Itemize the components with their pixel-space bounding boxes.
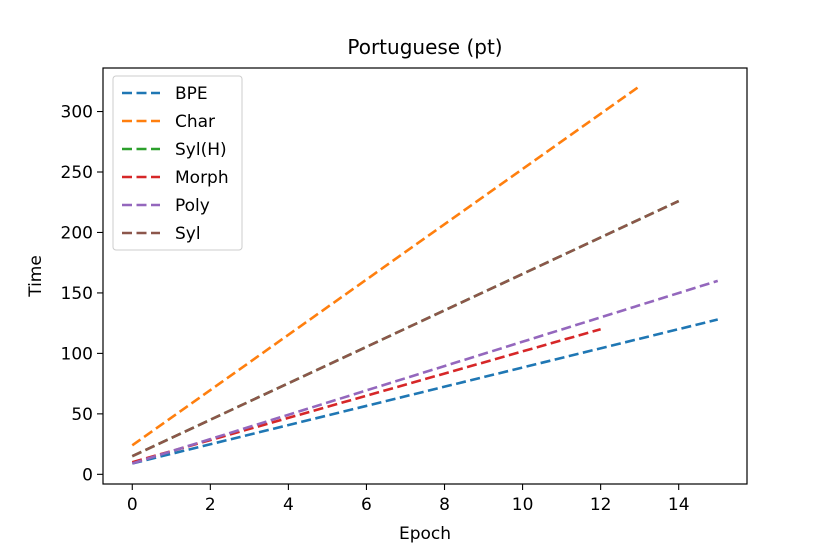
- legend-box: [112, 75, 243, 251]
- plot-frame: [102, 67, 748, 485]
- y-tick-label: 0: [82, 465, 93, 485]
- y-axis: 0 50 100 150 200 250 300: [61, 103, 103, 485]
- y-axis-label: Time: [26, 255, 46, 298]
- y-tick-label: 200: [61, 223, 93, 243]
- legend-label-morph: Morph: [175, 168, 229, 188]
- x-axis-label: Epoch: [399, 524, 451, 544]
- x-tick-label: 2: [205, 495, 216, 515]
- y-tick-label: 150: [61, 284, 93, 304]
- legend-label-char: Char: [175, 112, 215, 132]
- y-tick-label: 300: [61, 103, 93, 123]
- legend-label-syl: Syl: [175, 224, 201, 244]
- y-tick-label: 100: [61, 344, 93, 364]
- x-tick-label: 14: [668, 495, 690, 515]
- x-tick-label: 8: [439, 495, 450, 515]
- legend-label-bpe: BPE: [175, 84, 208, 104]
- series-line-poly: [131, 279, 719, 465]
- x-tick-label: 6: [361, 495, 372, 515]
- x-tick-label: 4: [283, 495, 294, 515]
- legend: BPE Char Syl(H) Morph Poly Syl: [112, 75, 243, 251]
- x-tick-label: 10: [512, 495, 534, 515]
- series-line-syl: [131, 199, 680, 458]
- y-tick-label: 250: [61, 163, 93, 183]
- y-tick-label: 50: [71, 405, 93, 425]
- legend-label-poly: Poly: [175, 196, 210, 216]
- series-line-char: [131, 85, 641, 447]
- chart-title: Portuguese (pt): [347, 35, 502, 59]
- x-tick-label: 0: [127, 495, 138, 515]
- legend-label-syl-h: Syl(H): [175, 140, 227, 160]
- plot-area: [131, 85, 719, 465]
- series-line-bpe: [131, 318, 719, 465]
- x-axis: 0 2 4 6 8 10 12 14: [127, 484, 690, 515]
- x-tick-label: 12: [590, 495, 612, 515]
